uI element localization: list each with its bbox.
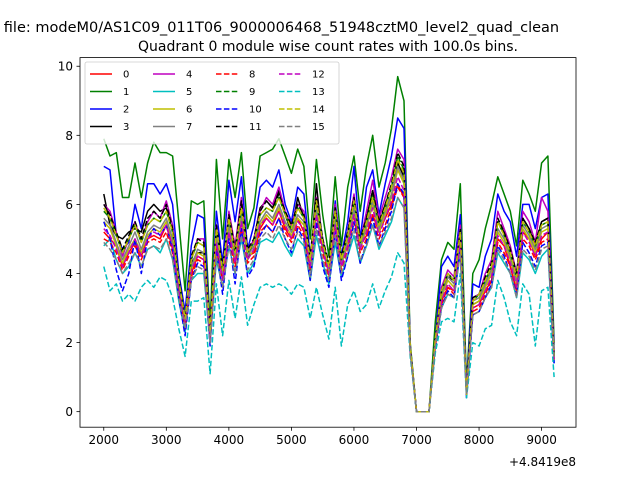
legend-label-9: 9 <box>249 87 255 98</box>
x-tick-label: 7000 <box>401 433 432 447</box>
legend-box <box>84 61 340 145</box>
x-offset-label: +4.8419e8 <box>509 455 576 469</box>
y-tick-label: 10 <box>58 60 73 74</box>
series-10-line <box>103 182 555 413</box>
series-13-line <box>103 252 555 413</box>
legend-label-8: 8 <box>249 70 255 81</box>
x-tick-label: 9000 <box>526 433 557 447</box>
y-tick-label: 8 <box>65 129 73 143</box>
legend-label-0: 0 <box>123 70 129 81</box>
x-tick-label: 5000 <box>276 433 307 447</box>
series-1-line <box>103 75 555 413</box>
y-tick-label: 2 <box>65 336 73 350</box>
legend-label-15: 15 <box>312 122 325 133</box>
legend-label-4: 4 <box>186 70 192 81</box>
series-layer <box>103 75 555 413</box>
legend-label-11: 11 <box>249 122 262 133</box>
legend-label-2: 2 <box>123 105 129 116</box>
x-tick-label: 8000 <box>464 433 495 447</box>
y-tick-label: 4 <box>65 267 73 281</box>
x-tick-label: 4000 <box>214 433 245 447</box>
x-tick-label: 3000 <box>151 433 182 447</box>
y-tick-label: 0 <box>65 405 73 419</box>
legend-label-1: 1 <box>123 87 129 98</box>
legend-label-7: 7 <box>186 122 192 133</box>
legend-label-3: 3 <box>123 122 129 133</box>
x-axis: 2000 3000 4000 5000 6000 7000 8000 9000 <box>88 427 557 447</box>
x-tick-label: 2000 <box>88 433 119 447</box>
legend-label-6: 6 <box>186 105 192 116</box>
legend-label-12: 12 <box>312 70 325 81</box>
header-text: n file: modeM0/AS1C09_011T06_9000006468_… <box>0 20 559 36</box>
y-axis: 0 2 4 6 8 10 <box>58 60 80 419</box>
series-15-line <box>103 196 555 413</box>
y-tick-label: 6 <box>65 198 73 212</box>
chart-title: Quadrant 0 module wise count rates with … <box>138 39 518 55</box>
legend-label-5: 5 <box>186 87 192 98</box>
series-12-line <box>103 176 555 413</box>
legend-label-14: 14 <box>312 105 325 116</box>
legend-label-10: 10 <box>249 105 262 116</box>
plot-frame <box>79 57 577 428</box>
legend-label-13: 13 <box>312 87 325 98</box>
x-tick-label: 6000 <box>339 433 370 447</box>
series-14-line <box>103 158 555 413</box>
